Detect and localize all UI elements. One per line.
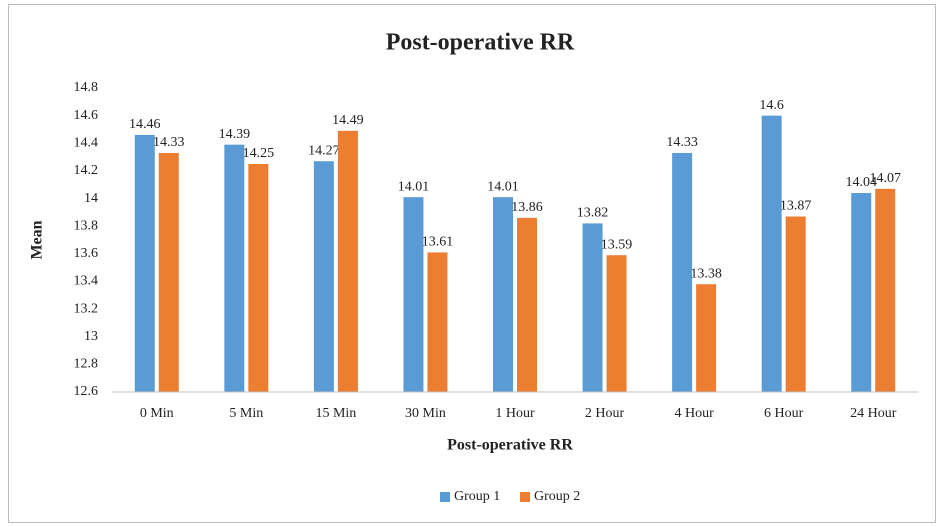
bar	[517, 217, 537, 392]
x-tick-label: 1 Hour	[495, 406, 535, 421]
y-tick-label: 14.6	[74, 108, 99, 123]
data-label: 13.61	[422, 235, 454, 250]
bar	[493, 197, 513, 392]
x-tick-label: 5 Min	[229, 406, 263, 421]
data-label: 14.25	[243, 146, 275, 161]
bar	[427, 252, 448, 392]
y-axis-label: Mean	[29, 220, 46, 259]
chart-title: Post-operative RR	[386, 30, 575, 56]
y-tick-label: 14.2	[74, 163, 99, 178]
x-tick-label: 24 Hour	[850, 406, 897, 421]
bar	[672, 152, 693, 392]
y-tick-label: 12.6	[74, 384, 99, 399]
bar	[606, 255, 627, 392]
bar	[761, 115, 782, 393]
y-tick-label: 14.8	[74, 80, 99, 95]
bar	[134, 134, 155, 392]
legend-swatch	[440, 492, 450, 502]
data-label: 13.82	[577, 206, 609, 221]
y-tick-label: 13	[84, 329, 98, 344]
y-tick-label: 14.4	[74, 135, 99, 150]
bar	[851, 193, 872, 392]
y-tick-label: 13.6	[74, 246, 99, 261]
y-tick-label: 14	[84, 191, 98, 206]
y-tick-label: 13.4	[74, 274, 99, 289]
x-tick-label: 30 Min	[405, 406, 446, 421]
data-label: 14.6	[759, 98, 784, 113]
y-tick-label: 13.8	[74, 218, 99, 233]
y-tick-label: 13.2	[74, 301, 99, 316]
x-axis-label: Post-operative RR	[447, 437, 573, 454]
legend-label: Group 2	[534, 489, 580, 504]
bar	[313, 161, 334, 392]
legend-swatch	[520, 492, 530, 502]
data-label: 13.59	[601, 237, 633, 252]
y-tick-label: 12.8	[74, 357, 99, 372]
data-label: 14.33	[153, 135, 185, 150]
data-label: 13.87	[780, 199, 812, 214]
data-label: 14.27	[308, 143, 340, 158]
x-tick-label: 6 Hour	[764, 406, 804, 421]
bar	[337, 130, 358, 392]
bar	[875, 188, 896, 392]
bar	[582, 223, 603, 392]
data-label: 14.01	[487, 179, 519, 194]
bar	[785, 216, 806, 392]
data-label: 14.49	[332, 113, 364, 128]
data-label: 14.07	[869, 171, 901, 186]
bar	[696, 284, 717, 392]
x-tick-label: 2 Hour	[585, 406, 625, 421]
x-tick-label: 15 Min	[315, 406, 356, 421]
bar	[158, 152, 179, 392]
data-label: 14.04	[845, 175, 877, 190]
data-label: 14.01	[398, 179, 430, 194]
data-label: 13.86	[511, 200, 543, 215]
x-tick-label: 0 Min	[140, 406, 174, 421]
bar	[403, 197, 424, 392]
data-label: 13.38	[690, 266, 722, 281]
bar	[248, 164, 269, 392]
data-label: 14.39	[219, 127, 251, 142]
data-label: 14.46	[129, 117, 161, 132]
bar	[224, 144, 245, 392]
x-tick-label: 4 Hour	[674, 406, 714, 421]
data-label: 14.33	[666, 135, 698, 150]
legend-label: Group 1	[454, 489, 500, 504]
